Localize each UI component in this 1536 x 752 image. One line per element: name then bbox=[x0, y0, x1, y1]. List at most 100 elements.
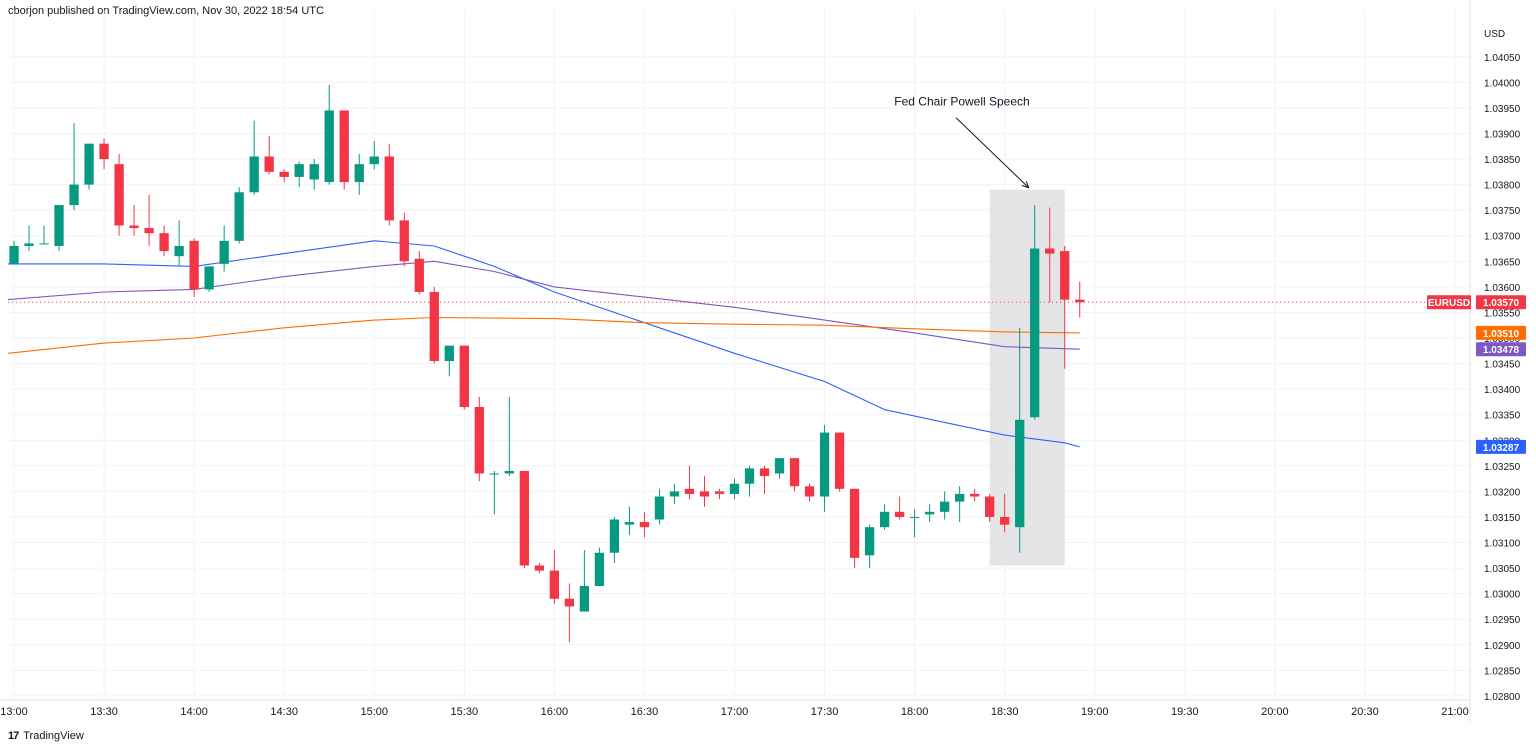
candle-body bbox=[864, 527, 875, 556]
y-tick-label: 1.02950 bbox=[1484, 615, 1521, 626]
x-tick-label: 13:30 bbox=[90, 706, 118, 718]
candle-body bbox=[609, 519, 620, 553]
candle-body bbox=[474, 407, 484, 474]
candle-body bbox=[819, 432, 830, 497]
y-tick-label: 1.03750 bbox=[1484, 206, 1521, 217]
y-tick-label: 1.03700 bbox=[1484, 232, 1521, 243]
candle-body bbox=[669, 491, 680, 497]
x-tick-label: 18:30 bbox=[991, 706, 1019, 718]
candles bbox=[9, 84, 1085, 643]
candle-body bbox=[189, 240, 199, 290]
annotation: Fed Chair Powell Speech bbox=[894, 95, 1030, 189]
candle-body bbox=[504, 470, 514, 474]
y-tick-label: 1.03100 bbox=[1484, 539, 1521, 550]
candle-body bbox=[414, 258, 424, 292]
y-tick-label: 1.03950 bbox=[1484, 104, 1521, 115]
y-tick-label: 1.03850 bbox=[1484, 155, 1521, 166]
candle-body bbox=[129, 225, 139, 229]
candle-body bbox=[99, 143, 109, 160]
chart-grid bbox=[0, 0, 1471, 722]
candle-body bbox=[24, 243, 34, 246]
candle-body bbox=[954, 493, 965, 502]
candle-body bbox=[429, 291, 439, 361]
candle-body bbox=[399, 220, 409, 262]
ma-line bbox=[7, 316, 1080, 354]
candle-body bbox=[624, 522, 635, 525]
candle-body bbox=[339, 110, 349, 183]
candle-body bbox=[1015, 419, 1025, 528]
candle-body bbox=[249, 156, 259, 193]
price-labels: EURUSD 1.03570 1.03510 1.03478 1.03287 bbox=[1427, 295, 1526, 454]
sma100-label: 1.03478 bbox=[1483, 345, 1520, 356]
candle-body bbox=[39, 243, 49, 245]
sma200-label-bg bbox=[1476, 325, 1526, 340]
y-tick-label: 1.03600 bbox=[1484, 283, 1521, 294]
candle-body bbox=[294, 164, 304, 177]
candle-body bbox=[234, 192, 244, 241]
candle-body bbox=[114, 164, 124, 226]
y-tick-label: 1.03250 bbox=[1484, 462, 1521, 473]
x-axis[interactable]: 13:00 13:30 14:00 14:30 15:00 15:30 16:00 16:30… bbox=[0, 706, 1469, 718]
x-tick-label: 15:00 bbox=[360, 706, 388, 718]
y-tick-label: 1.03900 bbox=[1484, 129, 1521, 140]
x-tick-label: 16:30 bbox=[631, 706, 659, 718]
y-tick-label: 1.03050 bbox=[1484, 564, 1521, 575]
symbol-tag: EURUSD bbox=[1428, 298, 1470, 309]
candle-body bbox=[699, 491, 710, 497]
candle-body bbox=[534, 565, 545, 571]
candle-body bbox=[1030, 248, 1040, 418]
candle-body bbox=[684, 488, 695, 494]
x-tick-label: 15:30 bbox=[451, 706, 479, 718]
sma50-label-bg bbox=[1476, 439, 1526, 454]
candle-body bbox=[489, 473, 499, 475]
y-tick-label: 1.04050 bbox=[1484, 53, 1521, 64]
x-tick-label: 18:00 bbox=[901, 706, 929, 718]
x-tick-label: 16:00 bbox=[541, 706, 569, 718]
candle-body bbox=[279, 171, 289, 177]
candle-body bbox=[804, 486, 815, 497]
y-axis[interactable]: USD 1.02800 1.02850 1.02900 1.02950 1.03000 1.… bbox=[1484, 29, 1521, 703]
y-tick-label: 1.02800 bbox=[1484, 692, 1521, 703]
footer-brand[interactable]: 17 TradingView bbox=[8, 730, 84, 742]
ma-line bbox=[7, 260, 1080, 350]
candle-body bbox=[1060, 251, 1070, 300]
tradingview-logo-icon: 17 bbox=[8, 730, 19, 742]
candle-body bbox=[519, 470, 530, 566]
symbol-tag-bg bbox=[1427, 295, 1471, 310]
moving-averages bbox=[7, 240, 1080, 448]
publish-header: cborjon published on TradingView.com, No… bbox=[8, 5, 324, 17]
candle-body bbox=[564, 598, 575, 607]
x-tick-label: 20:00 bbox=[1261, 706, 1289, 718]
candle-body bbox=[744, 468, 755, 484]
candle-body bbox=[144, 228, 154, 234]
candle-body bbox=[789, 458, 800, 487]
candle-body bbox=[639, 522, 650, 528]
arrow-head-icon bbox=[1021, 180, 1030, 189]
y-tick-label: 1.03400 bbox=[1484, 385, 1521, 396]
x-tick-label: 19:30 bbox=[1171, 706, 1199, 718]
candle-body bbox=[384, 156, 394, 221]
x-tick-label: 21:00 bbox=[1441, 706, 1469, 718]
candle-body bbox=[9, 245, 19, 264]
candle-body bbox=[970, 493, 980, 497]
candle-body bbox=[985, 496, 995, 517]
candle-body bbox=[1000, 516, 1010, 525]
candle-body bbox=[729, 483, 740, 494]
candle-body bbox=[444, 345, 454, 361]
annotation-arrow bbox=[955, 117, 1030, 189]
candle-body bbox=[849, 488, 860, 558]
annotation-text: Fed Chair Powell Speech bbox=[894, 95, 1029, 109]
y-tick-label: 1.03000 bbox=[1484, 590, 1521, 601]
candle-body bbox=[354, 164, 364, 183]
candle-body bbox=[219, 240, 229, 264]
candle-body bbox=[834, 432, 845, 489]
candle-body bbox=[174, 245, 184, 257]
x-tick-label: 14:00 bbox=[180, 706, 208, 718]
x-tick-label: 17:00 bbox=[721, 706, 749, 718]
y-tick-label: 1.02850 bbox=[1484, 666, 1521, 677]
sma100-label-bg bbox=[1476, 342, 1526, 357]
x-tick-label: 17:30 bbox=[811, 706, 839, 718]
candle-body bbox=[309, 164, 319, 180]
candle-body bbox=[759, 468, 770, 477]
